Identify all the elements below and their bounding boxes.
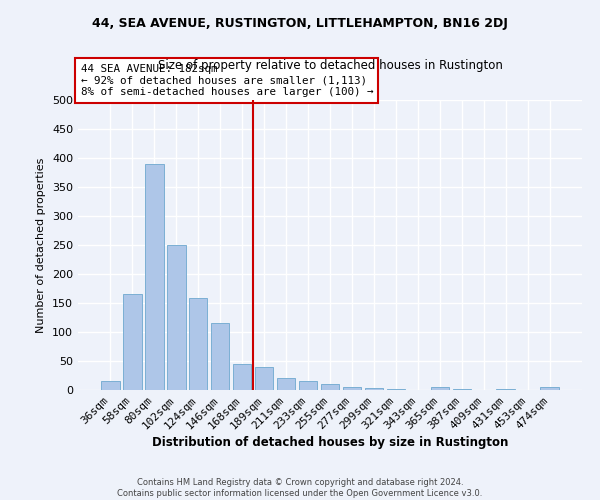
Text: 44, SEA AVENUE, RUSTINGTON, LITTLEHAMPTON, BN16 2DJ: 44, SEA AVENUE, RUSTINGTON, LITTLEHAMPTO…: [92, 18, 508, 30]
Bar: [255, 367, 274, 390]
X-axis label: Distribution of detached houses by size in Rustington: Distribution of detached houses by size …: [152, 436, 508, 449]
Bar: [101, 382, 119, 390]
Y-axis label: Number of detached properties: Number of detached properties: [37, 158, 46, 332]
Bar: [541, 387, 559, 390]
Text: Contains HM Land Registry data © Crown copyright and database right 2024.
Contai: Contains HM Land Registry data © Crown c…: [118, 478, 482, 498]
Bar: [365, 388, 383, 390]
Bar: [299, 380, 317, 390]
Bar: [145, 164, 164, 390]
Bar: [277, 378, 295, 390]
Bar: [431, 387, 449, 390]
Bar: [233, 364, 251, 390]
Bar: [343, 386, 361, 390]
Bar: [123, 294, 142, 390]
Bar: [189, 298, 208, 390]
Bar: [320, 384, 340, 390]
Bar: [386, 389, 405, 390]
Bar: [167, 245, 185, 390]
Text: 44 SEA AVENUE: 182sqm
← 92% of detached houses are smaller (1,113)
8% of semi-de: 44 SEA AVENUE: 182sqm ← 92% of detached …: [80, 64, 373, 97]
Bar: [211, 324, 229, 390]
Title: Size of property relative to detached houses in Rustington: Size of property relative to detached ho…: [158, 60, 502, 72]
